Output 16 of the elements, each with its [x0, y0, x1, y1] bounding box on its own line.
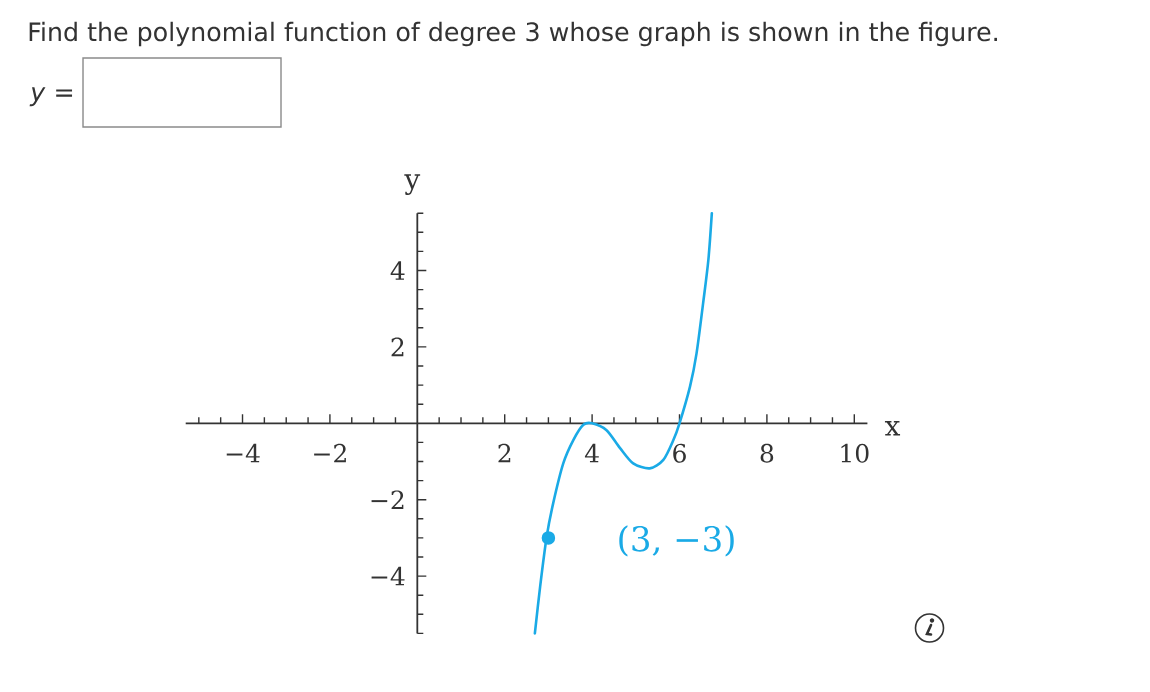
y-tick-label: −2	[371, 490, 404, 509]
y-tick-label: −4	[371, 566, 405, 586]
y-tick-label: 2	[391, 337, 404, 357]
x-tick-label: 4	[584, 443, 599, 463]
y-axis-title: y	[404, 174, 421, 195]
text: y =	[29, 87, 73, 107]
x-tick-label: 8	[760, 443, 774, 463]
chart-title: Find the polynomial function of degree 3 whose graph is shown in the figure.	[29, 21, 997, 47]
x-tick-label: 6	[673, 443, 686, 463]
y-tick-label: 4	[390, 261, 405, 280]
x-tick-label: −2	[314, 443, 346, 463]
x-tick-label: 10	[841, 443, 869, 463]
x-axis-title: x	[884, 421, 901, 436]
annotation: (3, −3)	[619, 525, 734, 557]
x-tick-label: −4	[226, 443, 260, 463]
x-tick-label: 2	[498, 443, 511, 463]
